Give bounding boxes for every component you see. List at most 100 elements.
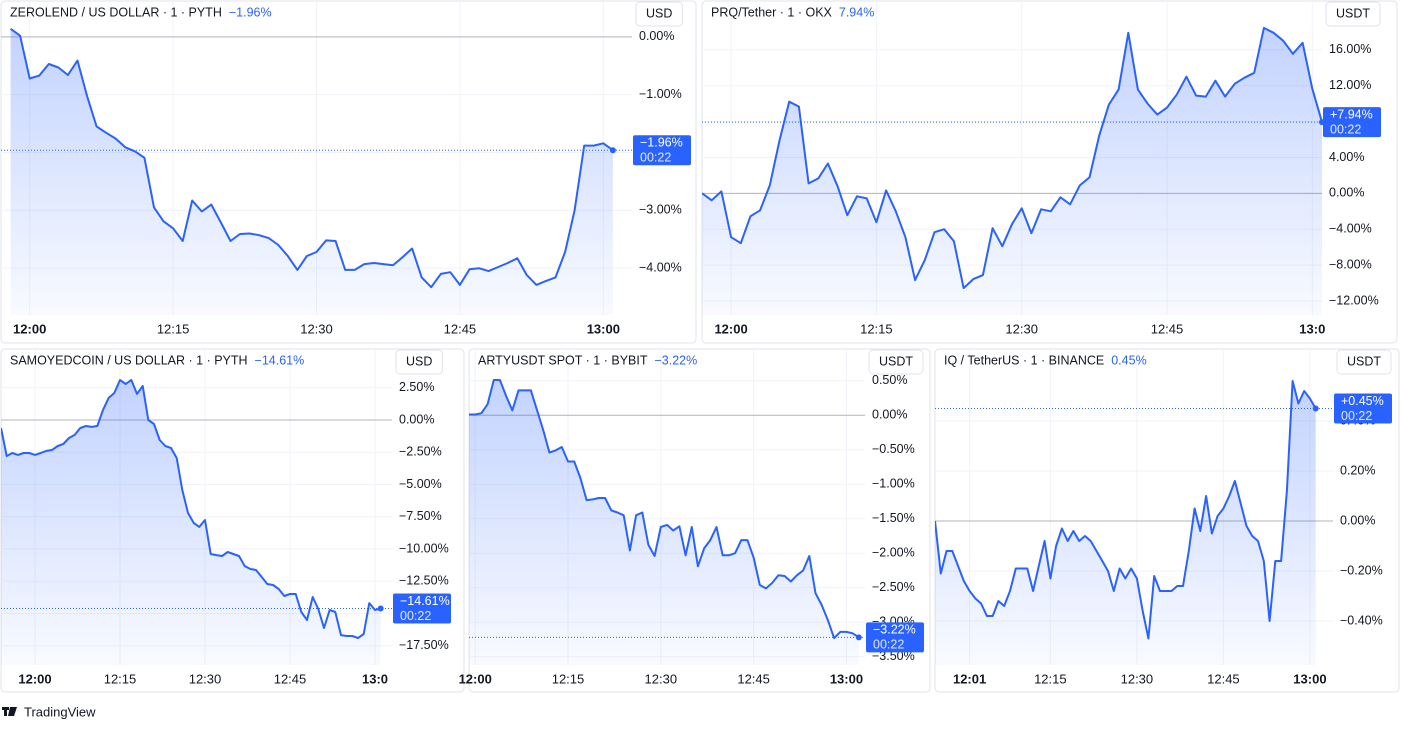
currency-box [1325, 1, 1381, 27]
x-tick-label: 12:15 [104, 671, 137, 686]
tradingview-logo[interactable]: TradingView [2, 704, 96, 719]
footer-brand: TradingView [24, 704, 96, 719]
y-tick-label: −17.50% [399, 638, 449, 652]
chart-panel: 2.50% 0.00% −2.50% −5.00% −7.50% −10.00% −12.5… [0, 348, 465, 693]
price-label: −14.61% [400, 594, 450, 608]
currency-box [868, 349, 924, 375]
x-tick-label: 12:45 [274, 671, 307, 686]
y-tick-label: 4.00% [1329, 150, 1364, 164]
y-tick-label: 0.20% [1340, 463, 1375, 477]
y-tick-label: 0.00% [1340, 513, 1375, 527]
area-fill [469, 380, 859, 665]
x-tick-label: 12:15 [157, 321, 190, 336]
x-tick-label: 12:15 [552, 671, 585, 686]
y-tick-label: −7.50% [399, 509, 442, 523]
countdown-label: 00:22 [400, 609, 431, 623]
change-label: −1.96% [229, 5, 272, 19]
y-tick-label: 2.50% [399, 380, 434, 394]
y-tick-label: −2.50% [872, 580, 915, 594]
last-point [855, 634, 862, 641]
y-tick-label: 0.00% [872, 408, 907, 422]
countdown-label: 00:22 [1341, 409, 1372, 423]
y-tick-label: −12.50% [399, 574, 449, 588]
currency-label: USD [406, 354, 432, 368]
chart-panel: 0.40%0.20%0.00%−0.20%−0.40%12:0112:1512:… [934, 348, 1400, 693]
x-tick-label: 12:00 [13, 321, 46, 336]
currency-button[interactable]: USDT [1336, 349, 1392, 375]
currency-label: USDT [879, 354, 913, 368]
currency-label: USDT [1347, 354, 1381, 368]
y-tick-label: −1.00% [639, 87, 682, 101]
x-tick-label: 12:00 [18, 671, 51, 686]
chart-panel: 16.00%12.00%8.00%4.00%0.00%−4.00%−8.00%−… [701, 0, 1398, 344]
price-label: +0.45% [1341, 394, 1384, 408]
x-tick-label: 12:45 [737, 671, 770, 686]
x-tick-label: 12:01 [953, 671, 986, 686]
change-label: −14.61% [255, 353, 305, 367]
currency-box [635, 1, 683, 27]
change-label: −3.22% [654, 353, 697, 367]
currency-label: USDT [1336, 6, 1370, 20]
y-tick-label: 16.00% [1329, 42, 1371, 56]
price-line [702, 26, 1322, 290]
price-label: +7.94% [1330, 107, 1373, 121]
price-line [10, 27, 614, 289]
last-point [1312, 405, 1319, 412]
area-fill [702, 27, 1322, 315]
currency-button[interactable]: USD [635, 1, 683, 27]
y-tick-label: −3.00% [639, 203, 682, 217]
price-label: −1.96% [640, 135, 683, 149]
y-tick-label: −3.50% [872, 649, 915, 663]
x-tick-label: 12:30 [1005, 321, 1038, 336]
plot-area [1, 349, 392, 665]
x-tick-label: 12:45 [1151, 321, 1184, 336]
x-tick-label: 13:00 [1293, 671, 1326, 686]
y-tick-label: −5.00% [399, 477, 442, 491]
change-label: 7.94% [839, 5, 874, 19]
price-label-box [1334, 393, 1392, 424]
change-label: 0.45% [1111, 353, 1146, 367]
x-tick-label: 13:0 [362, 671, 388, 686]
symbol-title: IQ / TetherUS · 1 · BINANCE [944, 353, 1104, 367]
countdown-label: 00:22 [873, 638, 904, 652]
x-tick-label: 13:00 [587, 321, 620, 336]
countdown-label: 00:22 [640, 150, 671, 164]
area-fill [1, 380, 381, 665]
y-tick-label: −4.00% [1329, 222, 1372, 236]
symbol-title: SAMOYEDCOIN / US DOLLAR · 1 · PYTH [10, 353, 248, 367]
currency-box [1336, 349, 1392, 375]
price-line [1, 379, 381, 639]
chart-panel: 0.50% 0.00% −0.50% −1.00% −1.50% −2.00% −2.50%… [459, 348, 931, 693]
x-tick-label: 12:30 [300, 321, 333, 336]
y-tick-label: −2.00% [872, 546, 915, 560]
logo-mark [2, 707, 17, 716]
price-label-box [633, 135, 691, 166]
x-tick-label: 12:00 [714, 321, 747, 336]
x-tick-label: 12:30 [1121, 671, 1154, 686]
x-tick-label: 12:45 [444, 321, 477, 336]
price-line [935, 380, 1317, 640]
x-tick-label: 12:15 [1034, 671, 1067, 686]
price-line [469, 379, 860, 640]
area-fill [935, 381, 1316, 665]
plot-area [1, 1, 632, 315]
y-tick-label: −4.00% [639, 260, 682, 274]
currency-box [395, 349, 443, 375]
plot-area [702, 1, 1322, 315]
symbol-title: PRQ/Tether · 1 · OKX [711, 5, 833, 19]
last-point [609, 147, 616, 154]
area-fill [10, 28, 613, 315]
currency-button[interactable]: USDT [868, 349, 924, 375]
plot-area [469, 349, 865, 665]
y-tick-label: 12.00% [1329, 78, 1371, 92]
y-tick-label: −10.00% [399, 541, 449, 555]
currency-button[interactable]: USD [395, 349, 443, 375]
x-tick-label: 12:30 [189, 671, 222, 686]
currency-button[interactable]: USDT [1325, 1, 1381, 27]
y-tick-label: 0.00% [1329, 186, 1364, 200]
y-tick-label: −0.40% [1340, 613, 1383, 627]
x-tick-label: 12:30 [645, 671, 678, 686]
currency-label: USD [646, 6, 672, 20]
symbol-title: ZEROLEND / US DOLLAR · 1 · PYTH [10, 5, 222, 19]
